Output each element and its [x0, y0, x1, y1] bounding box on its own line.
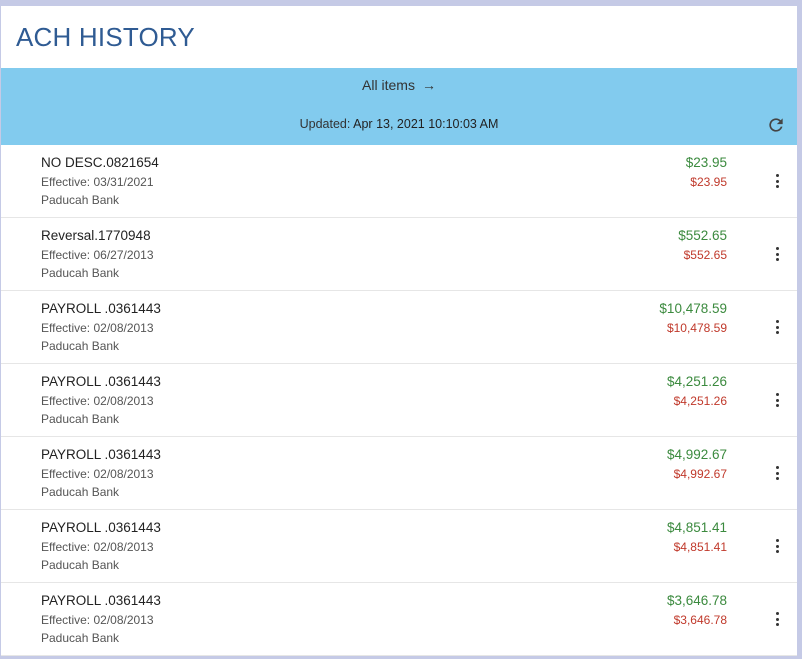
transaction-description: PAYROLL .0361443: [41, 447, 161, 462]
transaction-effective-date: Effective: 02/08/2013: [41, 613, 154, 627]
updated-label: Updated:: [299, 117, 351, 131]
transaction-row[interactable]: PAYROLL .0361443 Effective: 02/08/2013 P…: [1, 291, 797, 364]
transaction-amount-secondary: $23.95: [690, 175, 727, 189]
transaction-description: NO DESC.0821654: [41, 155, 159, 170]
more-vert-icon[interactable]: [773, 539, 781, 553]
transaction-row[interactable]: PAYROLL .0361443 Effective: 02/08/2013 P…: [1, 364, 797, 437]
transaction-row[interactable]: PAYROLL .0361443 Effective: 02/08/2013 P…: [1, 510, 797, 583]
transaction-amount: $552.65: [678, 228, 727, 243]
updated-value: Apr 13, 2021 10:10:03 AM: [353, 117, 499, 131]
all-items-link[interactable]: All items →: [1, 77, 797, 93]
transaction-effective-date: Effective: 06/27/2013: [41, 248, 154, 262]
transaction-effective-date: Effective: 02/08/2013: [41, 321, 154, 335]
transaction-bank: Paducah Bank: [41, 339, 120, 353]
transaction-effective-date: Effective: 03/31/2021: [41, 175, 154, 189]
transaction-bank: Paducah Bank: [41, 485, 120, 499]
transaction-description: PAYROLL .0361443: [41, 301, 161, 316]
ach-history-panel: ACH HISTORY All items → Updated: Apr 13, …: [1, 6, 797, 656]
all-items-label: All items: [362, 77, 415, 93]
transaction-row[interactable]: NO DESC.0821654 Effective: 03/31/2021 Pa…: [1, 145, 797, 218]
transaction-description: PAYROLL .0361443: [41, 374, 161, 389]
more-vert-icon[interactable]: [773, 466, 781, 480]
transaction-bank: Paducah Bank: [41, 412, 120, 426]
transaction-effective-date: Effective: 02/08/2013: [41, 467, 154, 481]
more-vert-icon[interactable]: [773, 320, 781, 334]
more-vert-icon[interactable]: [773, 174, 781, 188]
transaction-amount: $10,478.59: [659, 301, 727, 316]
transaction-bank: Paducah Bank: [41, 558, 120, 572]
transaction-effective-date: Effective: 02/08/2013: [41, 540, 154, 554]
transaction-bank: Paducah Bank: [41, 631, 120, 645]
ach-transaction-list: NO DESC.0821654 Effective: 03/31/2021 Pa…: [1, 145, 797, 656]
refresh-icon[interactable]: [766, 115, 786, 135]
more-vert-icon[interactable]: [773, 612, 781, 626]
transaction-amount-secondary: $4,992.67: [673, 467, 727, 481]
transaction-amount: $4,851.41: [666, 520, 727, 535]
transaction-row[interactable]: PAYROLL .0361443 Effective: 02/08/2013 P…: [1, 437, 797, 510]
transaction-amount: $23.95: [685, 155, 727, 170]
transaction-amount-secondary: $10,478.59: [666, 321, 727, 335]
transaction-row[interactable]: Reversal.1770948 Effective: 06/27/2013 P…: [1, 218, 797, 291]
transaction-bank: Paducah Bank: [41, 266, 120, 280]
header: ACH HISTORY: [1, 6, 797, 68]
transaction-bank: Paducah Bank: [41, 193, 120, 207]
summary-banner: All items → Updated: Apr 13, 2021 10:10:0…: [1, 68, 797, 145]
transaction-row[interactable]: PAYROLL .0361443 Effective: 02/08/2013 P…: [1, 583, 797, 656]
updated-timestamp: Updated: Apr 13, 2021 10:10:03 AM: [1, 117, 797, 131]
transaction-description: PAYROLL .0361443: [41, 593, 161, 608]
transaction-amount-secondary: $4,251.26: [673, 394, 727, 408]
page-title: ACH HISTORY: [16, 21, 195, 52]
more-vert-icon[interactable]: [773, 247, 781, 261]
transaction-amount: $4,992.67: [666, 447, 727, 462]
arrow-right-icon: →: [421, 77, 436, 93]
transaction-effective-date: Effective: 02/08/2013: [41, 394, 154, 408]
transaction-amount-secondary: $3,646.78: [673, 613, 727, 627]
transaction-amount: $3,646.78: [666, 593, 727, 608]
transaction-amount-secondary: $4,851.41: [673, 540, 727, 554]
transaction-amount: $4,251.26: [666, 374, 727, 389]
transaction-amount-secondary: $552.65: [683, 248, 727, 262]
transaction-description: Reversal.1770948: [41, 228, 151, 243]
transaction-description: PAYROLL .0361443: [41, 520, 161, 535]
more-vert-icon[interactable]: [773, 393, 781, 407]
